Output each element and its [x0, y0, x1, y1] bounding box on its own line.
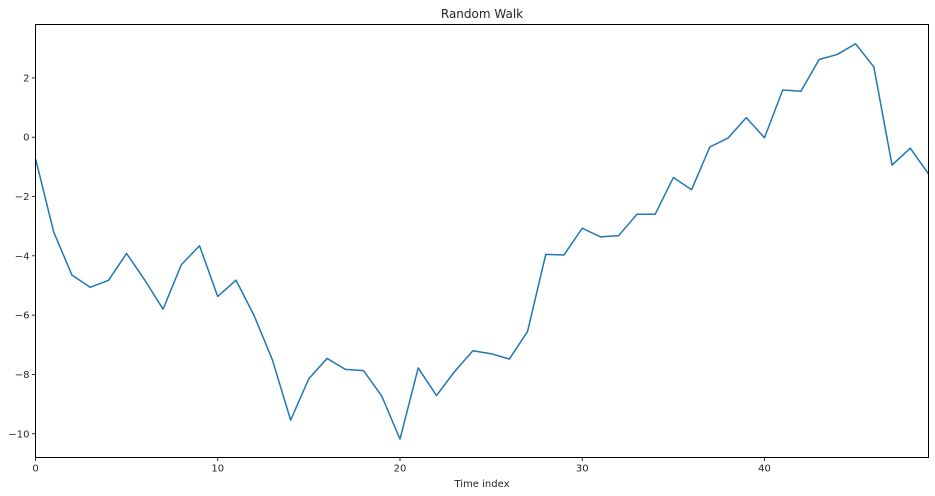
x-tick-label: 40: [758, 464, 771, 475]
x-tick-label: 0: [32, 464, 38, 475]
y-tick-label: −10: [8, 429, 29, 440]
y-axis: −10 −8 −6 −4 −2 0 2: [8, 73, 36, 440]
series-line-0: [34, 43, 930, 440]
plot-area: [34, 43, 930, 440]
x-axis: 0 10 20 30 40: [32, 457, 771, 475]
y-tick-label: 2: [23, 73, 29, 84]
axes-frame: [35, 24, 929, 458]
y-tick-label: −2: [15, 192, 30, 203]
y-tick-label: −8: [15, 370, 30, 381]
y-tick-label: −6: [15, 311, 30, 322]
x-axis-label: Time index: [453, 479, 509, 490]
chart-title: Random Walk: [441, 7, 523, 21]
y-tick-label: 0: [23, 133, 29, 144]
y-tick-label: −4: [15, 251, 30, 262]
x-tick-label: 10: [211, 464, 224, 475]
x-tick-label: 20: [394, 464, 407, 475]
x-tick-label: 30: [576, 464, 589, 475]
